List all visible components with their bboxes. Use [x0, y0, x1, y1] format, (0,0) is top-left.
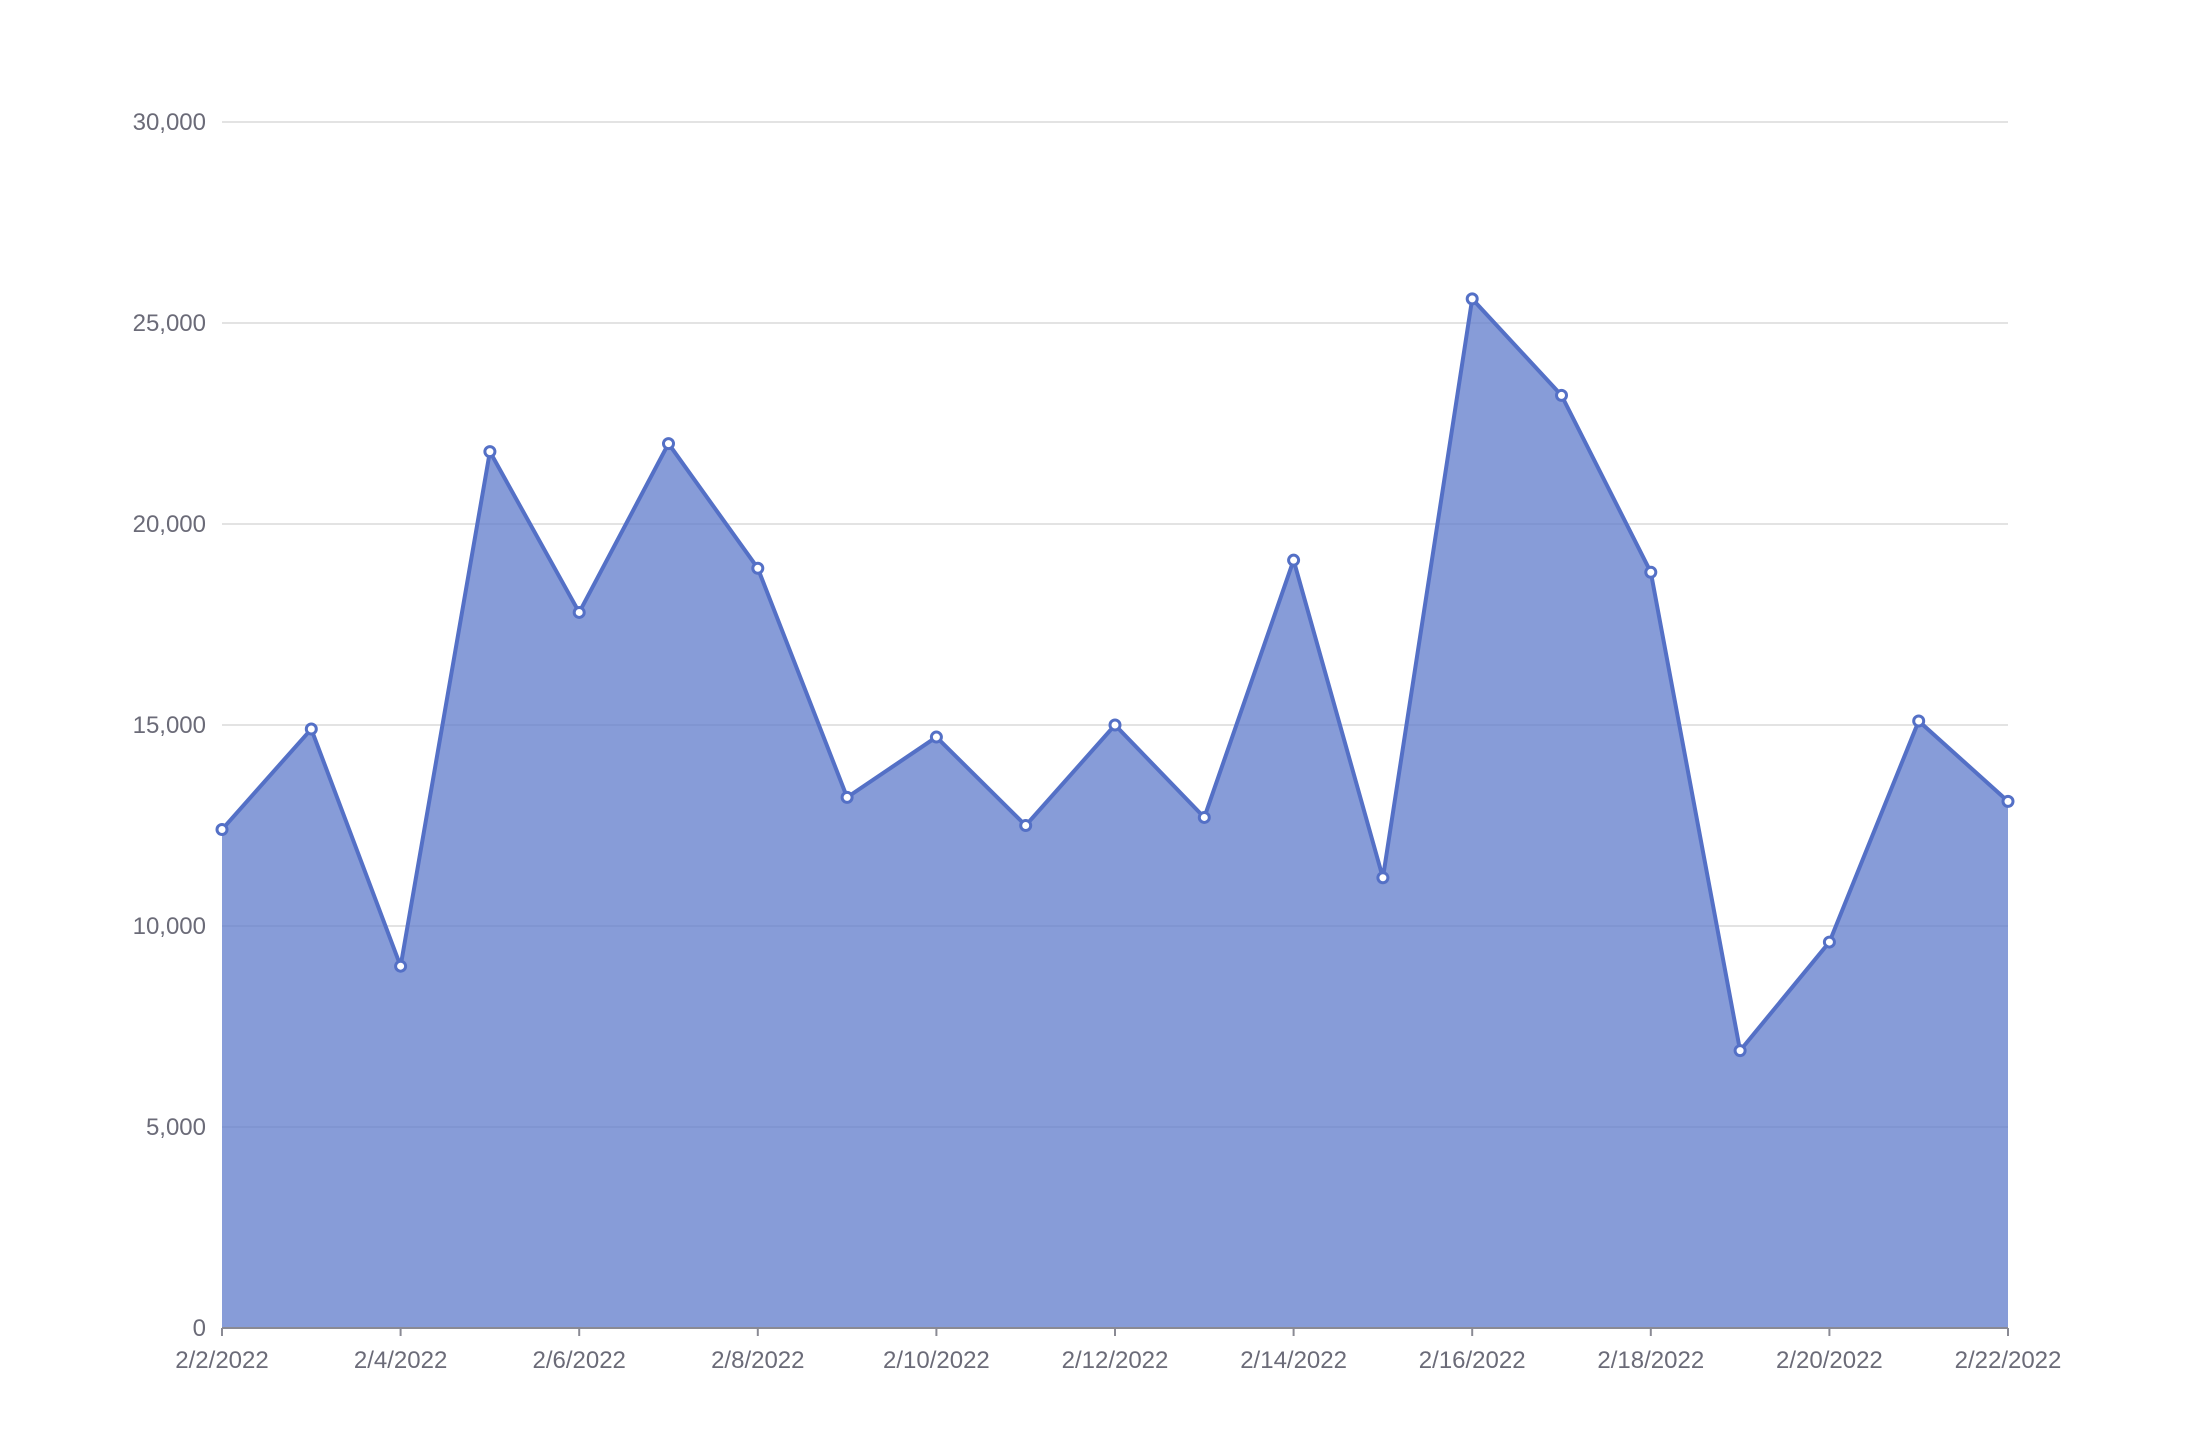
data-point[interactable] [1822, 935, 1836, 949]
data-point[interactable] [215, 823, 229, 837]
y-tick-label: 25,000 [133, 310, 206, 337]
x-tick-label: 2/2/2022 [175, 1347, 268, 1374]
data-point[interactable] [483, 445, 497, 459]
data-point[interactable] [1912, 714, 1926, 728]
x-tick-label: 2/20/2022 [1776, 1347, 1883, 1374]
data-point[interactable] [1465, 292, 1479, 306]
area-fill [222, 298, 2008, 1328]
data-point[interactable] [1555, 388, 1568, 402]
data-point[interactable] [394, 959, 408, 973]
y-tick-label: 10,000 [133, 913, 206, 940]
x-tick-label: 2/22/2022 [1955, 1347, 2062, 1374]
data-point[interactable] [751, 561, 765, 575]
data-point[interactable] [840, 790, 854, 804]
y-tick-label: 20,000 [133, 511, 206, 538]
x-tick-label: 2/8/2022 [711, 1347, 804, 1374]
x-tick-label: 2/10/2022 [883, 1347, 990, 1374]
x-tick-label: 2/6/2022 [532, 1347, 625, 1374]
y-axis-labels: 0 5,000 10,000 15,000 20,000 25,000 30,000 [133, 109, 206, 1342]
x-tick-label: 2/16/2022 [1419, 1347, 1526, 1374]
data-points [215, 292, 2015, 1058]
y-tick-label: 15,000 [133, 712, 206, 739]
y-tick-label: 0 [193, 1315, 206, 1342]
data-point[interactable] [929, 730, 943, 744]
data-point[interactable] [1108, 718, 1122, 732]
data-point[interactable] [662, 437, 675, 451]
y-tick-label: 5,000 [146, 1114, 206, 1141]
data-point[interactable] [2001, 794, 2015, 808]
data-point[interactable] [304, 722, 318, 736]
data-point[interactable] [1019, 819, 1033, 832]
x-tick-label: 2/4/2022 [354, 1347, 447, 1374]
x-tick-label: 2/18/2022 [1597, 1347, 1704, 1374]
data-point[interactable] [1376, 871, 1390, 885]
y-tick-label: 30,000 [133, 109, 206, 136]
data-point[interactable] [1644, 565, 1658, 579]
x-axis-labels: 2/2/2022 2/4/2022 2/6/2022 2/8/2022 2/10/202… [175, 1347, 2061, 1374]
data-point[interactable] [572, 605, 586, 619]
x-tick-label: 2/12/2022 [1062, 1347, 1169, 1374]
x-axis [221, 1327, 2009, 1336]
data-point[interactable] [1733, 1044, 1747, 1058]
x-tick-label: 2/14/2022 [1240, 1347, 1347, 1374]
data-point[interactable] [1197, 810, 1211, 824]
data-point[interactable] [1287, 553, 1301, 567]
